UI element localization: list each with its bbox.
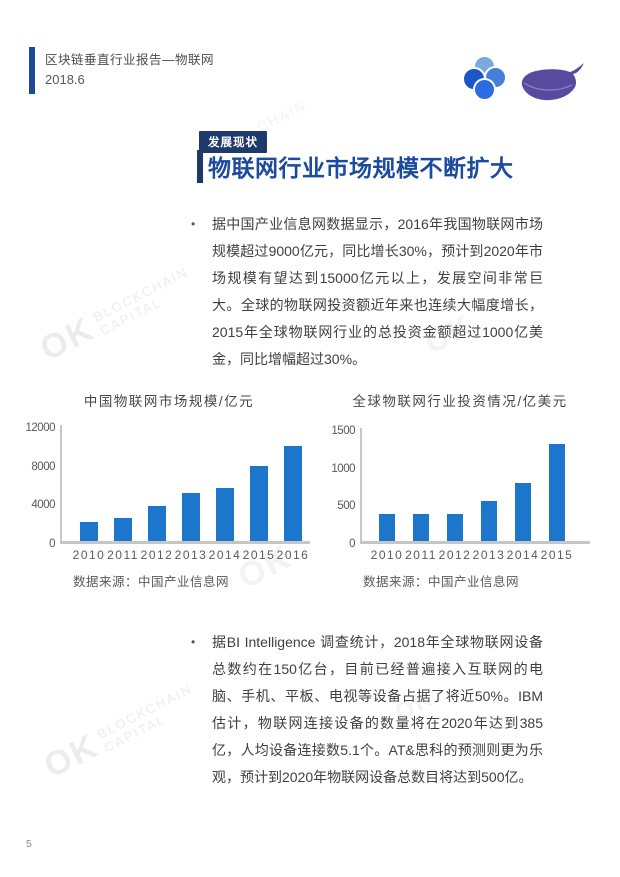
bar-column (540, 428, 574, 541)
watermark-text: OK (38, 726, 105, 786)
plot-area (360, 428, 590, 544)
bar-column (174, 425, 208, 541)
y-axis: 0 500 1000 1500 (330, 425, 360, 550)
chart-plot: 0 4000 8000 12000 (26, 422, 310, 550)
y-axis: 0 4000 8000 12000 (26, 422, 60, 550)
x-tick-label: 2011 (107, 548, 139, 562)
chart-plot: 0 500 1000 1500 (330, 425, 590, 550)
bar-2015 (549, 444, 565, 541)
bar-2011 (413, 514, 429, 541)
watermark-text: CAPITAL (101, 710, 169, 755)
chart-title: 全球物联网行业投资情况/亿美元 (352, 394, 568, 409)
x-tick-label: 2011 (405, 548, 437, 562)
bullet-paragraph-1: • 据中国产业信息网数据显示，2016年我国物联网市场规模超过9000亿元，同比… (191, 211, 543, 373)
y-tick-label: 8000 (31, 460, 55, 473)
section-title-accent-bar (197, 150, 203, 183)
report-series-title: 区块链垂直行业报告—物联网 (45, 53, 215, 67)
bar-column (506, 428, 540, 541)
bar-column (276, 425, 310, 541)
section-badge: 发展现状 (199, 131, 267, 153)
bullet-paragraph-2: • 据BI Intelligence 调查统计，2018年全球物联网设备总数约在… (191, 629, 543, 791)
bar-column (106, 425, 140, 541)
y-tick-label: 1000 (331, 462, 355, 475)
x-tick-label: 2012 (438, 548, 472, 562)
y-tick-label: 500 (337, 500, 355, 513)
okcoin-circle-bottom (473, 78, 496, 101)
bar-column (72, 425, 106, 541)
bullet-dot: • (191, 217, 196, 231)
y-tick-label: 1500 (331, 425, 355, 437)
bar-column (370, 428, 404, 541)
bar-2010 (80, 522, 98, 541)
y-tick-label: 0 (349, 538, 355, 550)
y-tick-label: 0 (49, 538, 55, 550)
paragraph-1-text: 据中国产业信息网数据显示，2016年我国物联网市场规模超过9000亿元，同比增长… (212, 216, 543, 367)
bar-2014 (515, 483, 531, 541)
chart-source: 数据来源：中国产业信息网 (73, 575, 230, 589)
bar-column (472, 428, 506, 541)
bars (362, 428, 574, 541)
bar-2014 (216, 488, 234, 541)
x-tick-label: 2014 (506, 548, 540, 562)
x-tick-label: 2010 (72, 548, 106, 562)
bar-2012 (447, 514, 463, 541)
bar-2013 (182, 492, 200, 541)
y-tick-label: 12000 (25, 422, 56, 434)
watermark-text: CHAIN (254, 96, 310, 136)
bar-column (140, 425, 174, 541)
x-tick-label: 2013 (472, 548, 506, 562)
x-axis-labels: 2010 2011 2012 2013 2014 2015 2016 (72, 548, 310, 562)
report-date: 2018.6 (45, 72, 85, 87)
paragraph-2-text: 据BI Intelligence 调查统计，2018年全球物联网设备总数约在15… (212, 634, 543, 785)
watermark-text: OK (34, 309, 101, 369)
bar-column (208, 425, 242, 541)
x-tick-label: 2016 (276, 548, 310, 562)
bar-2013 (481, 501, 497, 541)
x-tick-label: 2010 (370, 548, 404, 562)
chart-title: 中国物联网市场规模/亿元 (83, 394, 255, 409)
bar-column (242, 425, 276, 541)
bar-2010 (379, 514, 395, 541)
watermark-text: BLOCKCHAIN (94, 680, 195, 742)
watermark-left-mid: OK BLOCKCHAIN CAPITAL (34, 260, 199, 370)
watermark-text: BLOCKCHAIN (90, 263, 191, 325)
chart-global-iot-investment: 全球物联网行业投资情况/亿美元 0 500 1000 1500 2010 2011 201… (330, 390, 590, 590)
watermark-text: CAPITAL (97, 293, 165, 338)
x-tick-label: 2015 (540, 548, 574, 562)
bar-2016 (284, 446, 302, 541)
x-tick-label: 2014 (208, 548, 242, 562)
bar-column (438, 428, 472, 541)
section-title: 物联网行业市场规模不断扩大 (208, 155, 514, 181)
watermark-bottom-left: OK BLOCKCHAIN CAPITAL (38, 677, 203, 787)
bullet-dot: • (191, 635, 196, 649)
plot-area (60, 425, 310, 544)
chart-china-iot-market: 中国物联网市场规模/亿元 0 4000 8000 12000 2010 2011 2012… (26, 390, 310, 590)
bar-2012 (148, 505, 166, 541)
bars (62, 425, 310, 541)
x-axis-labels: 2010 2011 2012 2013 2014 2015 (370, 548, 574, 562)
bar-2015 (250, 466, 268, 541)
watermark-chain-top: CHAIN (254, 97, 309, 136)
x-tick-label: 2012 (140, 548, 174, 562)
x-tick-label: 2013 (174, 548, 208, 562)
bar-column (404, 428, 438, 541)
bar-2011 (114, 517, 132, 541)
page-number: 5 (26, 838, 32, 850)
whale-logo-icon (521, 63, 584, 101)
header-accent-bar (29, 47, 35, 94)
y-tick-label: 4000 (31, 499, 55, 512)
okcoin-logo (462, 55, 510, 105)
x-tick-label: 2015 (242, 548, 276, 562)
chart-source: 数据来源：中国产业信息网 (363, 575, 520, 589)
